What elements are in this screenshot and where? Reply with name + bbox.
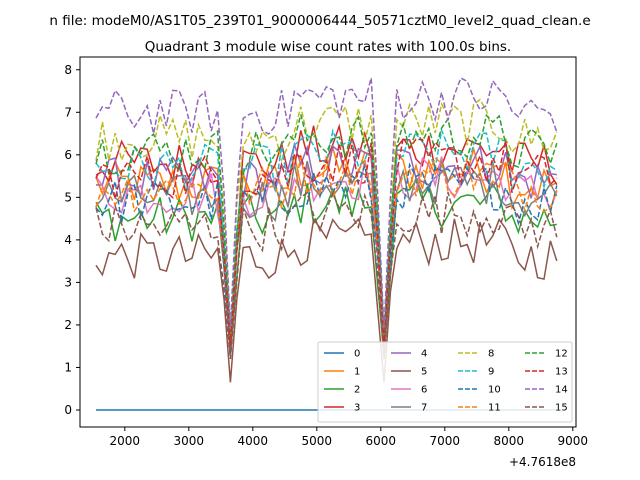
y-tick-label: 6 bbox=[64, 148, 72, 162]
y-tick-label: 2 bbox=[64, 318, 72, 332]
series-line-8 bbox=[95, 98, 558, 338]
y-tick-label: 0 bbox=[64, 403, 72, 417]
legend-label: 14 bbox=[555, 385, 568, 396]
legend-label: 12 bbox=[555, 349, 568, 360]
legend-label: 5 bbox=[421, 367, 427, 378]
legend-label: 13 bbox=[555, 367, 568, 378]
series-layer bbox=[95, 77, 558, 411]
legend-label: 2 bbox=[354, 385, 360, 396]
y-tick-label: 7 bbox=[64, 105, 72, 119]
y-tick-label: 3 bbox=[64, 275, 72, 289]
plot-frame bbox=[79, 56, 577, 428]
legend-label: 9 bbox=[488, 367, 494, 378]
series-line-10 bbox=[95, 162, 558, 355]
x-tick-label: 6000 bbox=[366, 434, 397, 448]
series-line-12 bbox=[95, 113, 558, 338]
y-tick-label: 5 bbox=[64, 190, 72, 204]
series-line-11 bbox=[95, 154, 558, 347]
legend-label: 3 bbox=[354, 403, 360, 414]
series-line-7 bbox=[95, 160, 558, 355]
legend-box bbox=[317, 341, 573, 423]
y-tick-label: 4 bbox=[64, 233, 72, 247]
series-line-5 bbox=[95, 217, 558, 383]
legend-label: 11 bbox=[488, 403, 501, 414]
y-axis: 0 1 2 3 4 5 6 7 8 bbox=[64, 63, 80, 417]
series-line-14 bbox=[95, 77, 558, 330]
x-tick-label: 5000 bbox=[302, 434, 333, 448]
legend-label: 8 bbox=[488, 349, 494, 360]
legend-label: 7 bbox=[421, 403, 427, 414]
legend-label: 15 bbox=[555, 403, 568, 414]
x-tick-label: 4000 bbox=[238, 434, 269, 448]
x-tick-label: 2000 bbox=[110, 434, 141, 448]
x-axis: 2000 3000 4000 5000 6000 7000 8000 9000 bbox=[110, 427, 589, 448]
legend-label: 1 bbox=[354, 367, 360, 378]
series-line-1 bbox=[95, 144, 558, 347]
y-tick-label: 8 bbox=[64, 63, 72, 77]
legend-label: 0 bbox=[354, 349, 360, 360]
legend-label: 6 bbox=[421, 385, 427, 396]
legend-label: 10 bbox=[488, 385, 501, 396]
x-offset-label: +4.7618e8 bbox=[509, 455, 576, 469]
chart-title: n file: modeM0/AS1T05_239T01_9000006444_… bbox=[49, 13, 590, 29]
chart-subtitle: Quadrant 3 module wise count rates with … bbox=[145, 39, 511, 55]
series-line-13 bbox=[95, 135, 558, 347]
legend-label: 4 bbox=[421, 349, 427, 360]
x-tick-label: 9000 bbox=[558, 434, 589, 448]
x-tick-label: 7000 bbox=[430, 434, 461, 448]
series-line-2 bbox=[95, 178, 557, 355]
x-tick-label: 8000 bbox=[494, 434, 525, 448]
y-tick-label: 1 bbox=[64, 360, 72, 374]
x-tick-label: 3000 bbox=[174, 434, 205, 448]
series-line-15 bbox=[95, 191, 558, 360]
